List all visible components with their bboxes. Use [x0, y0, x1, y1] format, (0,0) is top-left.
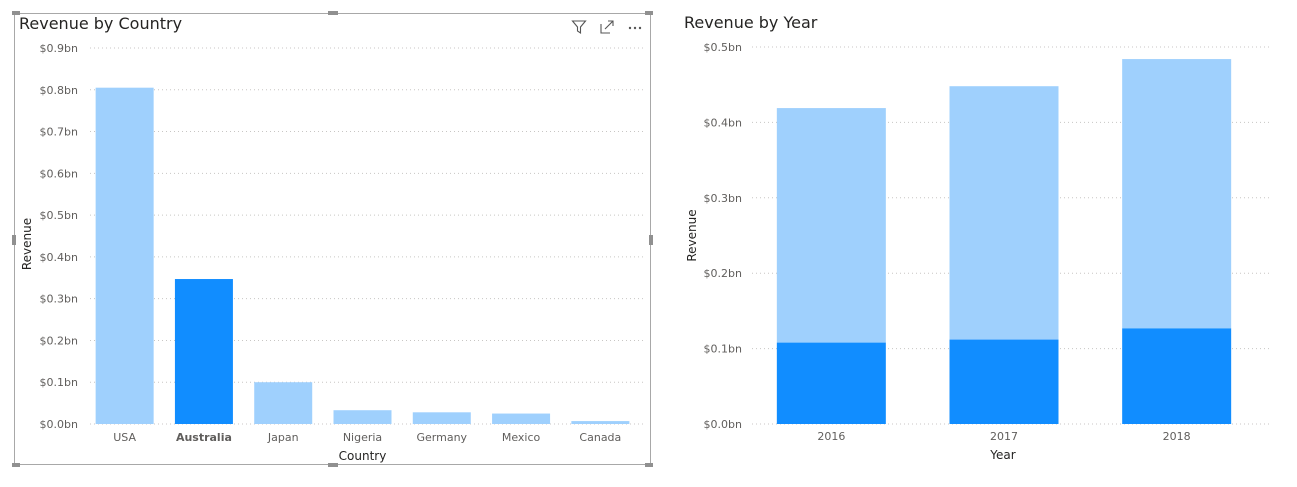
- y-tick-label: $0.0bn: [704, 418, 742, 431]
- filter-icon[interactable]: [570, 18, 588, 36]
- bar: [571, 421, 630, 424]
- y-tick-label: $0.4bn: [40, 251, 78, 264]
- resize-handle-bottom[interactable]: [328, 463, 338, 467]
- y-tick-label: $0.1bn: [40, 376, 78, 389]
- x-tick-label: Nigeria: [343, 431, 382, 444]
- visual-header-icons: [570, 17, 644, 37]
- x-tick-label: USA: [113, 431, 136, 444]
- y-tick-label: $0.4bn: [704, 116, 742, 129]
- y-tick-label: $0.2bn: [40, 334, 78, 347]
- y-tick-label: $0.2bn: [704, 267, 742, 280]
- y-axis-title: Revenue: [20, 218, 34, 270]
- bar: [174, 279, 233, 424]
- y-axis-title: Revenue: [685, 209, 699, 261]
- resize-handle-bottom-left[interactable]: [12, 463, 20, 467]
- y-tick-label: $0.5bn: [704, 41, 742, 54]
- country-bar-chart: $0.0bn $0.1bn $0.2bn $0.3bn $0.4bn $0.5bn $0.6…: [20, 42, 645, 463]
- x-tick-label: Mexico: [502, 431, 541, 444]
- y-tick-label: $0.0bn: [40, 418, 78, 431]
- bar: [95, 87, 154, 424]
- resize-handle-top-left[interactable]: [12, 11, 20, 15]
- x-tick-label: 2017: [990, 430, 1018, 443]
- y-tick-label: $0.3bn: [704, 192, 742, 205]
- y-tick-label: $0.8bn: [40, 84, 78, 97]
- bar-segment: [949, 339, 1059, 424]
- focus-mode-icon[interactable]: [598, 18, 616, 36]
- bar: [492, 413, 551, 424]
- x-tick-label: Australia: [176, 431, 232, 444]
- resize-handle-bottom-right[interactable]: [645, 463, 653, 467]
- revenue-by-year-visual[interactable]: Revenue by Year $0.0bn $0.1bn $0.2bn $0.3bn…: [680, 13, 1290, 465]
- chart-title: Revenue by Country: [19, 14, 183, 33]
- bar-segment: [776, 342, 886, 424]
- resize-handle-top[interactable]: [328, 11, 338, 15]
- resize-handle-top-right[interactable]: [645, 11, 653, 15]
- bar: [333, 410, 392, 424]
- more-options-icon[interactable]: [626, 18, 644, 36]
- x-tick-label: Germany: [417, 431, 468, 444]
- bar-segment: [949, 86, 1059, 340]
- bar: [412, 412, 471, 424]
- x-tick-label: 2018: [1163, 430, 1191, 443]
- bar-segment: [1122, 328, 1232, 424]
- x-axis-title: Year: [989, 448, 1015, 462]
- chart-title: Revenue by Year: [684, 13, 818, 32]
- bar: [254, 382, 313, 424]
- y-tick-label: $0.3bn: [40, 293, 78, 306]
- x-tick-label: Canada: [579, 431, 621, 444]
- x-tick-label: 2016: [817, 430, 845, 443]
- revenue-by-country-visual[interactable]: Revenue by Country $0.0bn $0.1bn $0.2bn $0.…: [12, 11, 653, 467]
- y-tick-label: $0.9bn: [40, 42, 78, 55]
- resize-handle-left[interactable]: [12, 235, 16, 245]
- y-tick-label: $0.6bn: [40, 167, 78, 180]
- y-tick-label: $0.7bn: [40, 126, 78, 139]
- bar-segment: [1122, 59, 1232, 329]
- x-axis-title: Country: [339, 449, 387, 463]
- year-stacked-bar-chart: $0.0bn $0.1bn $0.2bn $0.3bn $0.4bn $0.5bn 2016…: [685, 41, 1270, 462]
- y-tick-label: $0.1bn: [704, 343, 742, 356]
- x-tick-label: Japan: [267, 431, 299, 444]
- resize-handle-right[interactable]: [649, 235, 653, 245]
- y-tick-label: $0.5bn: [40, 209, 78, 222]
- bar-segment: [776, 108, 886, 343]
